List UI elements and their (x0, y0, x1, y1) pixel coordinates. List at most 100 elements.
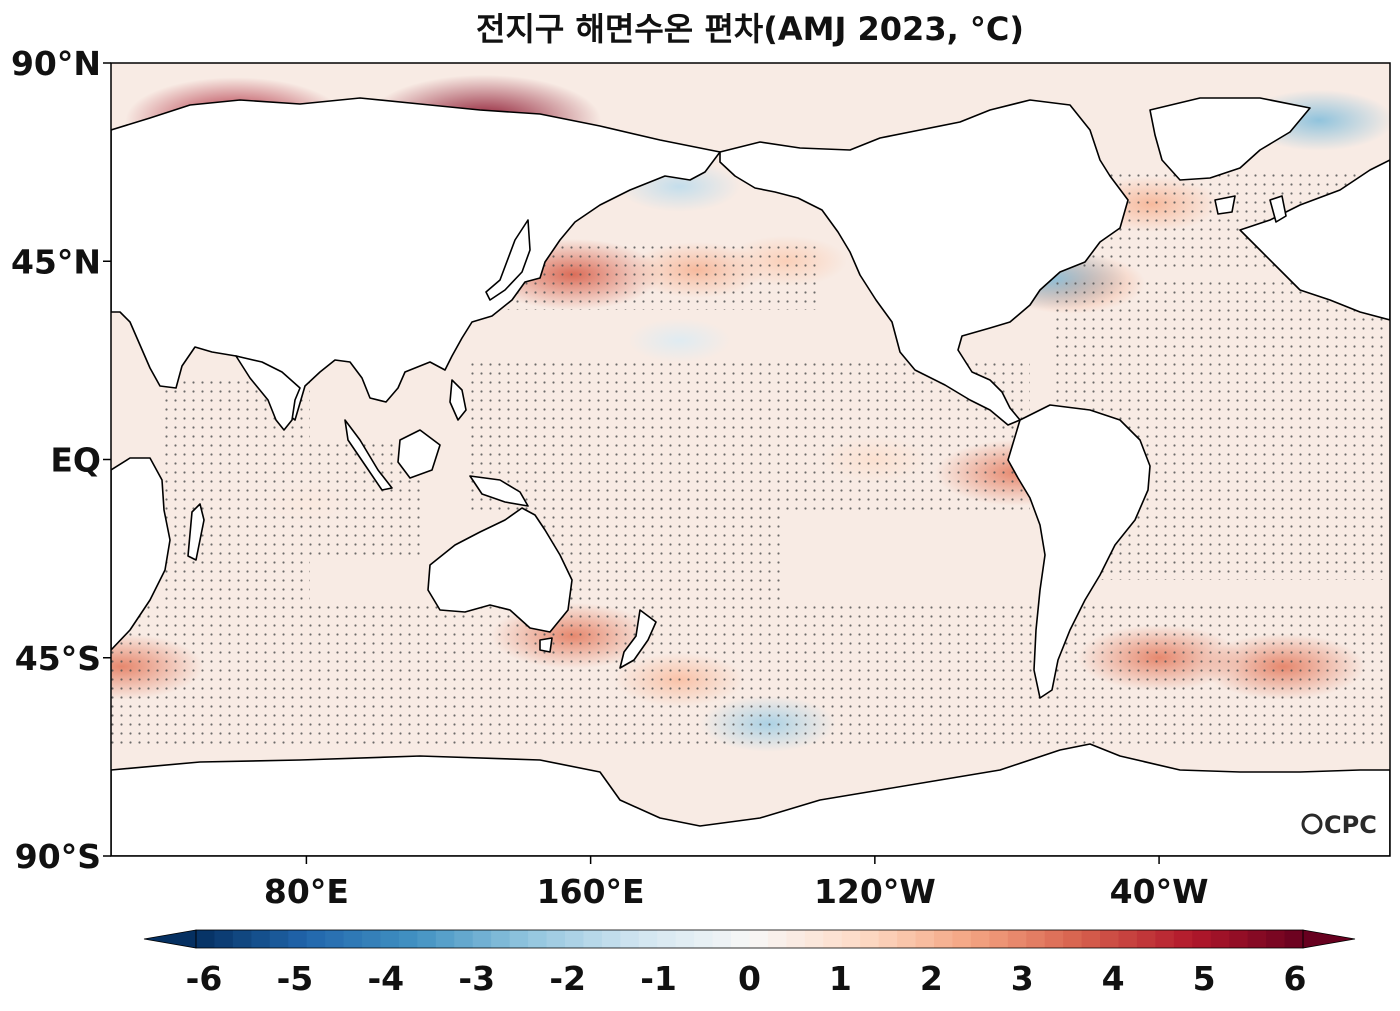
y-tick-label: 90°S (15, 837, 101, 876)
new-zealand (619, 609, 657, 669)
colorbar-tick-label: 0 (738, 959, 761, 998)
colorbar-segment (1210, 930, 1230, 948)
colorbar: -6 -5 -4 -3 -2 -1 0 1 2 3 4 5 6 (143, 929, 1356, 998)
colorbar-segment (362, 930, 382, 948)
colorbar-segment (1100, 930, 1120, 948)
madagascar (187, 503, 205, 561)
colorbar-segment (288, 930, 308, 948)
colorbar-segment (325, 930, 345, 948)
x-tick-label: 120°W (814, 872, 936, 911)
colorbar-segment (546, 930, 566, 948)
colorbar-segment (1118, 930, 1138, 948)
antarctica (111, 743, 1390, 856)
colorbar-tick-label: 5 (1193, 959, 1216, 998)
colorbar-segment (306, 930, 326, 948)
japan (485, 219, 531, 301)
colorbar-tick-label: 3 (1011, 959, 1034, 998)
south-america (1007, 404, 1151, 699)
north-america (719, 99, 1129, 426)
colorbar-tick-label: 4 (1102, 959, 1125, 998)
anomaly-patch (628, 318, 731, 363)
colorbar-segment (196, 930, 216, 948)
colorbar-tick-label: -6 (186, 959, 223, 998)
colorbar-tick-label: -3 (458, 959, 495, 998)
y-tick-label: 45°S (15, 639, 101, 678)
colorbar-segment (620, 930, 640, 948)
colorbar-segment (1173, 930, 1193, 948)
eurasia (111, 97, 721, 421)
colorbar-segment (1063, 930, 1083, 948)
map-area (111, 63, 1390, 856)
colorbar-segment (841, 930, 861, 948)
colorbar-min-extend (143, 929, 197, 949)
africa (111, 457, 171, 651)
greenland (1149, 97, 1311, 181)
colorbar-segment (491, 930, 511, 948)
colorbar-tick-label: -1 (640, 959, 677, 998)
colorbar-segment (343, 930, 363, 948)
colorbar-segment (565, 930, 585, 948)
colorbar-segment (1247, 930, 1267, 948)
colorbar-segment (398, 930, 418, 948)
colorbar-segment (601, 930, 621, 948)
colorbar-segment (1155, 930, 1175, 948)
x-axis: 80°E 160°E 120°W 40°W (264, 856, 1209, 911)
y-tick-label: 90°N (11, 44, 101, 83)
colorbar-segment (1266, 930, 1286, 948)
continents (111, 97, 1390, 856)
colorbar-segment (1044, 930, 1064, 948)
colorbar-segment (1007, 930, 1027, 948)
colorbar-segment (214, 930, 234, 948)
colorbar-segment (638, 930, 658, 948)
colorbar-segment (731, 930, 751, 948)
borneo-sumatra (344, 419, 441, 491)
colorbar-segment (786, 930, 806, 948)
colorbar-tick-label: -5 (277, 959, 314, 998)
colorbar-segment (823, 930, 843, 948)
colorbar-segment (675, 930, 695, 948)
colorbar-segment (767, 930, 787, 948)
y-axis: 90°N 45°N EQ 45°S 90°S (11, 44, 111, 876)
colorbar-segment (454, 930, 474, 948)
colorbar-segment (1192, 930, 1212, 948)
significance-stipple (111, 140, 1390, 750)
x-tick-label: 160°E (537, 872, 645, 911)
colorbar-segment (583, 930, 603, 948)
colorbar-segment (1229, 930, 1249, 948)
colorbar-segment (472, 930, 492, 948)
y-tick-label: EQ (50, 441, 101, 480)
colorbar-segment (970, 930, 990, 948)
colorbar-segment (1081, 930, 1101, 948)
noaa-emblem-icon (1301, 813, 1323, 835)
colorbar-segment (952, 930, 972, 948)
colorbar-segment (509, 930, 529, 948)
new-guinea (469, 475, 529, 507)
colorbar-segment (1284, 930, 1304, 948)
colorbar-segment (269, 930, 289, 948)
colorbar-segment (934, 930, 954, 948)
colorbar-segment (1026, 930, 1046, 948)
colorbar-frame (195, 929, 1304, 949)
colorbar-segment (380, 930, 400, 948)
x-tick-label: 40°W (1110, 872, 1209, 911)
colorbar-segment (897, 930, 917, 948)
europe-west (1239, 159, 1390, 321)
colorbar-segment (749, 930, 769, 948)
logo-text: CPC (1324, 811, 1377, 839)
colorbar-segment (915, 930, 935, 948)
india (235, 355, 301, 431)
colorbar-segment (528, 930, 548, 948)
colorbar-segment (878, 930, 898, 948)
colorbar-tick-label: 1 (829, 959, 852, 998)
iceland-uk (1214, 195, 1287, 223)
colorbar-tick-label: -2 (549, 959, 586, 998)
colorbar-max-extend (1302, 929, 1356, 949)
colorbar-segment (251, 930, 271, 948)
colorbar-segment (694, 930, 714, 948)
colorbar-segment (417, 930, 437, 948)
colorbar-segment (435, 930, 455, 948)
colorbar-tick-label: -4 (367, 959, 404, 998)
colorbar-segment (804, 930, 824, 948)
australia (427, 507, 573, 633)
